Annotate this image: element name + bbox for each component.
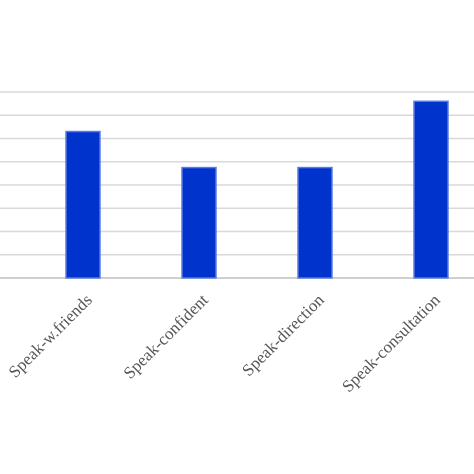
x-tick-label: Speak-consultation: [338, 290, 444, 396]
x-tick-label: Speak-w.friends: [5, 290, 96, 381]
bars: [65, 100, 449, 279]
x-tick-labels: Speak-w.friends Speak-confident Speak-dire…: [5, 290, 444, 396]
bar-speak-consultation: [413, 100, 449, 279]
bar-speak-confident: [181, 166, 217, 279]
x-tick-label: Speak-confident: [120, 290, 212, 382]
bar-speak-w-friends: [65, 130, 101, 279]
bar-speak-direction: [297, 166, 333, 279]
x-tick-label: Speak-direction: [238, 290, 328, 380]
